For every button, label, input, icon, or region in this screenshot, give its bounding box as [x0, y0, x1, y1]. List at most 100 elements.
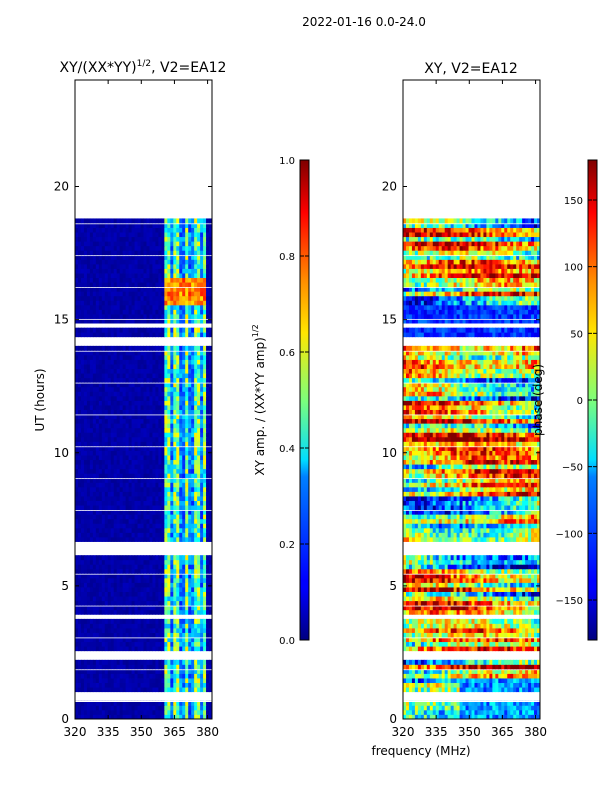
left-heatmap-cell [194, 609, 198, 615]
left-heatmap-cell [188, 518, 192, 524]
left-heatmap-cell [197, 705, 201, 711]
left-heatmap-cell [128, 473, 133, 479]
left-heatmap-cell [146, 505, 151, 511]
left-heatmap-cell [173, 632, 177, 638]
left-heatmap-cell [116, 673, 121, 679]
left-heatmap-cell [116, 309, 121, 315]
left-heatmap-cell [209, 664, 212, 670]
left-heatmap-cell [200, 414, 204, 420]
left-heatmap-cell [125, 236, 130, 242]
left-heatmap-cell [158, 523, 162, 529]
right-heatmap-cell [405, 714, 410, 719]
left-heatmap-cell [170, 282, 174, 288]
left-heatmap-cell [143, 573, 148, 579]
left-heatmap-cell [140, 536, 145, 542]
left-heatmap-cell [98, 678, 103, 683]
left-heatmap-cell [86, 345, 91, 351]
left-heatmap-cell [209, 559, 212, 565]
colorbar-tick-label: 0.6 [279, 348, 295, 359]
left-heatmap-cell [104, 582, 109, 588]
right-heatmap-cell [465, 682, 470, 688]
left-heatmap-cell [92, 227, 97, 233]
left-heatmap-cell [149, 300, 154, 306]
right-heatmap-cell [513, 687, 517, 693]
left-heatmap-cell [113, 277, 118, 283]
left-heatmap-cell [173, 637, 177, 643]
left-heatmap-cell [125, 286, 130, 292]
left-heatmap-cell [116, 523, 121, 529]
left-heatmap-cell [80, 664, 85, 670]
left-heatmap-cell [146, 596, 151, 602]
left-heatmap-cell [161, 582, 165, 588]
left-heatmap-cell [131, 477, 136, 483]
left-heatmap-cell [125, 359, 130, 365]
right-heatmap-cell [477, 700, 482, 706]
left-heatmap-cell [110, 473, 115, 479]
left-heatmap-cell [179, 382, 183, 388]
left-heatmap-cell [170, 532, 174, 538]
left-heatmap-cell [200, 577, 204, 583]
left-heatmap-cell [137, 263, 142, 269]
left-heatmap-cell [95, 350, 100, 356]
left-heatmap-cell [182, 250, 186, 256]
left-heatmap-cell [75, 591, 79, 597]
right-heatmap-cell [462, 678, 467, 683]
left-heatmap-cell [80, 455, 85, 461]
left-heatmap-cell [83, 577, 88, 583]
left-heatmap-cell [128, 232, 133, 238]
left-heatmap-cell [113, 459, 118, 465]
left-heatmap-cell [119, 700, 124, 706]
left-heatmap-cell [191, 223, 195, 228]
left-heatmap-cell [158, 637, 162, 643]
left-heatmap-cell [125, 618, 130, 624]
left-heatmap-cell [128, 618, 133, 624]
left-heatmap-cell [209, 714, 212, 719]
left-heatmap-cell [161, 254, 165, 260]
left-heatmap-cell [77, 359, 82, 365]
left-heatmap-cell [125, 637, 130, 643]
left-heatmap-cell [92, 668, 97, 674]
left-heatmap-cell [146, 250, 151, 256]
left-heatmap-cell [116, 527, 121, 533]
left-heatmap-cell [203, 605, 207, 611]
left-heatmap-cell [137, 445, 142, 451]
left-heatmap-cell [80, 400, 85, 406]
left-heatmap-cell [137, 254, 142, 260]
left-heatmap-cell [179, 605, 183, 611]
left-heatmap-cell [191, 659, 195, 665]
left-heatmap-cell [209, 263, 212, 269]
left-heatmap-cell [137, 641, 142, 647]
left-heatmap-cell [173, 382, 177, 388]
left-heatmap-cell [89, 382, 94, 388]
left-heatmap-cell [140, 282, 145, 288]
left-heatmap-cell [194, 236, 198, 242]
left-heatmap-cell [203, 532, 207, 538]
left-heatmap-cell [146, 527, 151, 533]
left-heatmap-cell [128, 227, 133, 233]
left-heatmap-cell [200, 514, 204, 520]
left-heatmap-cell [170, 236, 174, 242]
left-heatmap-cell [95, 459, 100, 465]
left-heatmap-cell [161, 609, 165, 615]
left-heatmap-cell [80, 486, 85, 492]
left-heatmap-cell [149, 318, 154, 324]
left-heatmap-cell [131, 327, 136, 333]
left-heatmap-cell [131, 377, 136, 383]
left-heatmap-cell [83, 291, 88, 297]
left-heatmap-cell [104, 382, 109, 388]
left-heatmap-cell [200, 627, 204, 633]
right-heatmap-cell [403, 682, 407, 688]
left-heatmap-cell [107, 382, 112, 388]
left-heatmap-cell [75, 564, 79, 570]
left-heatmap-cell [206, 364, 210, 370]
left-heatmap-cell [131, 227, 136, 233]
left-heatmap-cell [137, 682, 142, 688]
right-heatmap-cell [468, 714, 473, 719]
left-heatmap-cell [143, 714, 148, 719]
left-heatmap-cell [182, 641, 186, 647]
left-heatmap-cell [137, 646, 142, 652]
left-heatmap-cell [80, 245, 85, 251]
left-heatmap-cell [131, 273, 136, 279]
left-heatmap-cell [182, 568, 186, 574]
left-heatmap-cell [146, 218, 151, 224]
